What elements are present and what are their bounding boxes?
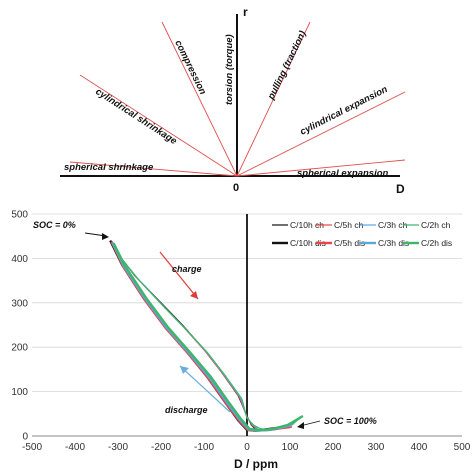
series-line	[110, 241, 293, 432]
x-axis-label: D / ppm	[234, 457, 278, 471]
legend-label: C/3h dis	[378, 238, 409, 248]
discharge-arrow	[179, 365, 231, 413]
chart-axes	[32, 214, 462, 437]
x-tick-label: -200	[151, 442, 171, 453]
x-tick-label: -400	[65, 442, 85, 453]
chart-tick-labels: -500 -400 -300 -200 -100 0 100 200 300 400 500 0 100…	[11, 210, 470, 454]
annotation-soc100: SOC = 100%	[324, 416, 377, 426]
legend-label: C/5h dis	[334, 238, 365, 248]
soc0-arrow	[84, 232, 109, 240]
series-line	[113, 243, 304, 431]
chart-legend: C/10h ch C/5h ch C/3h ch C/2h ch C/10h dis C/…	[272, 220, 452, 248]
series-line	[111, 241, 293, 432]
x-tick-label: 200	[325, 442, 342, 453]
legend-label: C/5h ch	[334, 220, 364, 230]
annotation-charge: charge	[172, 264, 202, 274]
legend-label: C/10h ch	[290, 220, 324, 230]
y-tick-label: 300	[11, 298, 28, 309]
ray-spherical-shrinkage	[69, 161, 238, 177]
diagram-r-label: r	[243, 5, 248, 19]
label-cylindrical-shrinkage: cylindrical shrinkage	[93, 86, 179, 147]
label-torsion: torsion (torque)	[224, 34, 235, 105]
soc100-arrow	[297, 420, 321, 429]
x-tick-label: -300	[108, 442, 128, 453]
series-line	[111, 242, 295, 432]
ray-compression	[161, 21, 238, 177]
legend-label: C/2h ch	[421, 220, 451, 230]
ray-cylindrical-shrinkage	[79, 74, 238, 177]
charge-arrow	[159, 251, 199, 300]
ray-cylindrical-expansion	[236, 91, 406, 177]
series-line	[112, 242, 304, 432]
chart-series	[109, 240, 304, 432]
x-tick-label: -500	[22, 442, 42, 453]
label-cylindrical-expansion: cylindrical expansion	[298, 84, 389, 138]
deformation-diagram: r D 0 torsion (torque) compression pulli…	[60, 5, 406, 196]
x-tick-label: 0	[244, 442, 250, 453]
y-tick-label: 500	[11, 210, 28, 221]
diagram-d-label: D	[396, 182, 405, 196]
legend-label: C/2h dis	[421, 238, 452, 248]
chart: -500 -400 -300 -200 -100 0 100 200 300 400 500 0 100…	[11, 210, 470, 472]
x-tick-label: -100	[194, 442, 214, 453]
diagram-origin-label: 0	[233, 182, 239, 194]
label-spherical-shrinkage: spherical shrinkage	[64, 162, 154, 173]
label-compression: compression	[172, 38, 208, 96]
ray-pulling	[236, 21, 311, 177]
annotation-discharge: discharge	[165, 405, 208, 415]
y-tick-label: 200	[11, 343, 28, 354]
y-tick-label: 400	[11, 254, 28, 265]
label-spherical-expansion: spherical expansion	[297, 168, 389, 179]
label-pulling: pulling (traction)	[265, 29, 308, 102]
x-tick-label: 400	[411, 442, 428, 453]
x-tick-label: 100	[282, 442, 299, 453]
x-tick-label: 500	[454, 442, 471, 453]
y-tick-label: 0	[22, 432, 28, 443]
x-tick-label: 300	[368, 442, 385, 453]
annotation-soc0: SOC = 0%	[33, 220, 76, 230]
legend-label: C/10h dis	[290, 238, 326, 248]
legend-label: C/3h ch	[378, 220, 408, 230]
y-tick-label: 100	[11, 387, 28, 398]
ray-spherical-expansion	[236, 159, 406, 177]
